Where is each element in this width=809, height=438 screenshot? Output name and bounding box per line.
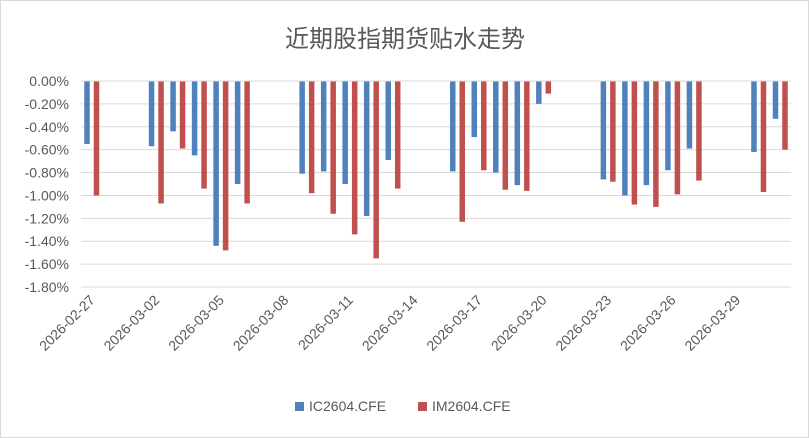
legend-swatch [295, 402, 304, 411]
bar-ic2604 [170, 81, 176, 132]
bar-im2604 [481, 81, 487, 171]
y-tick-label: 0.00% [29, 73, 69, 89]
bar-ic2604 [622, 81, 628, 196]
x-tick-label: 2026-02-27 [36, 292, 98, 354]
y-tick-label: -0.20% [25, 96, 69, 112]
bar-im2604 [610, 81, 616, 182]
bar-im2604 [459, 81, 466, 222]
bar-im2604 [524, 81, 530, 191]
bar-im2604 [330, 81, 336, 214]
bar-ic2604 [234, 81, 241, 184]
bar-ic2604 [772, 81, 779, 119]
chart-title: 近期股指期货贴水走势 [285, 25, 525, 53]
bar-ic2604 [148, 81, 155, 147]
bar-ic2604 [191, 81, 198, 156]
x-tick-label: 2026-03-17 [423, 292, 485, 354]
bar-im2604 [502, 81, 509, 190]
bar-im2604 [93, 81, 100, 196]
bar-ic2604 [514, 81, 521, 186]
bar-ic2604 [751, 81, 757, 152]
bar-ic2604 [643, 81, 650, 186]
x-tick-label: 2026-03-08 [230, 292, 292, 354]
bar-ic2604 [342, 81, 348, 184]
bar-im2604 [782, 81, 788, 150]
bar-ic2604 [84, 81, 90, 144]
bar-ic2604 [686, 81, 693, 149]
bar-ic2604 [450, 81, 456, 172]
bar-ic2604 [320, 81, 327, 172]
bar-ic2604 [536, 81, 542, 104]
bar-im2604 [373, 81, 379, 259]
bar-ic2604 [600, 81, 607, 180]
x-tick-label: 2026-03-26 [617, 292, 679, 354]
bar-im2604 [222, 81, 229, 251]
bar-im2604 [394, 81, 401, 189]
bars [84, 81, 788, 259]
bar-im2604 [760, 81, 767, 193]
y-tick-label: -0.60% [25, 142, 69, 158]
bar-ic2604 [493, 81, 499, 173]
bar-im2604 [545, 81, 552, 94]
x-tick-label: 2026-03-14 [359, 292, 421, 354]
y-tick-label: -1.00% [25, 187, 69, 203]
x-tick-label: 2026-03-23 [552, 292, 614, 354]
x-tick-label: 2026-03-05 [165, 292, 227, 354]
x-tick-label: 2026-03-02 [100, 292, 162, 354]
bar-im2604 [179, 81, 186, 149]
bar-ic2604 [213, 81, 219, 246]
y-tick-label: -1.60% [25, 256, 69, 272]
bar-im2604 [631, 81, 638, 205]
bar-im2604 [653, 81, 659, 207]
bar-im2604 [308, 81, 315, 194]
legend-swatch [418, 402, 427, 411]
y-tick-label: -0.40% [25, 119, 69, 135]
bar-im2604 [158, 81, 164, 204]
bar-ic2604 [665, 81, 671, 171]
y-tick-label: -1.20% [25, 210, 69, 226]
legend: IC2604.CFE IM2604.CFE [295, 398, 511, 414]
bar-ic2604 [385, 81, 391, 160]
x-tick-label: 2026-03-11 [295, 292, 356, 353]
bar-ic2604 [471, 81, 478, 138]
bar-im2604 [696, 81, 702, 181]
x-tick-label: 2026-03-20 [488, 292, 550, 354]
bar-ic2604 [363, 81, 370, 217]
bar-ic2604 [299, 81, 305, 174]
y-tick-label: -1.80% [25, 279, 69, 295]
bar-im2604 [351, 81, 358, 235]
bar-im2604 [674, 81, 681, 195]
bar-im2604 [201, 81, 207, 189]
legend-label: IC2604.CFE [309, 398, 386, 414]
bar-im2604 [244, 81, 250, 204]
legend-label: IM2604.CFE [432, 398, 511, 414]
y-tick-label: -1.40% [25, 233, 69, 249]
y-tick-label: -0.80% [25, 165, 69, 181]
x-tick-label: 2026-03-29 [681, 292, 743, 354]
grid-lines [81, 103, 791, 288]
